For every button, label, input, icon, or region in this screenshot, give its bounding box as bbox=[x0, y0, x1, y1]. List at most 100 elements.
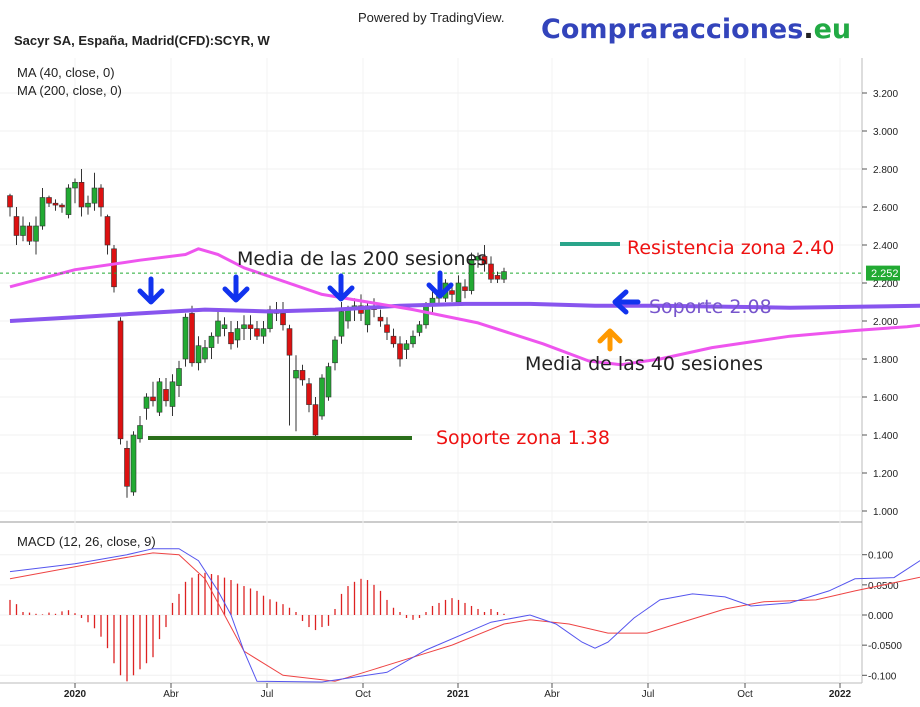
symbol-title: Sacyr SA, España, Madrid(CFD):SCYR, W bbox=[14, 33, 270, 48]
signal-line bbox=[9, 552, 920, 682]
last-price-label: 2.252 bbox=[871, 268, 899, 280]
powered-by[interactable]: Powered by TradingView. bbox=[358, 10, 504, 25]
macd-legend[interactable]: MACD (12, 26, close, 9) bbox=[17, 534, 156, 549]
macd-histogram bbox=[9, 572, 505, 682]
candle-up bbox=[221, 324, 228, 329]
macd-line bbox=[9, 548, 920, 683]
candle-up bbox=[345, 309, 351, 322]
candle-down bbox=[449, 290, 455, 295]
candle-down bbox=[52, 202, 59, 206]
candle-up bbox=[143, 396, 150, 409]
brand-dot: . bbox=[803, 14, 813, 45]
candle-up bbox=[410, 335, 416, 345]
ma200-line bbox=[9, 301, 920, 323]
candle-up bbox=[215, 320, 221, 337]
candle-down bbox=[7, 195, 13, 208]
candle-down bbox=[228, 332, 234, 345]
support-208-annotation: Soporte 2.08 bbox=[649, 296, 772, 318]
candle-down bbox=[312, 404, 319, 436]
price-tick-label: 2.800 bbox=[873, 165, 898, 176]
time-tick-label: Oct bbox=[355, 689, 371, 700]
candle-down bbox=[481, 256, 488, 265]
time-tick-label: 2021 bbox=[447, 689, 470, 700]
down-arrow-icon bbox=[222, 274, 250, 303]
time-axis: 2020 Abr Jul Oct 2021 Abr Jul Oct 2022 bbox=[64, 683, 852, 700]
candle-up bbox=[423, 305, 429, 326]
candle-up bbox=[65, 187, 72, 215]
price-tick-label: 1.000 bbox=[873, 507, 898, 518]
price-tick-label: 3.200 bbox=[873, 89, 898, 100]
time-tick-label: 2020 bbox=[64, 689, 87, 700]
brand-logo[interactable]: Compraracciones.eu bbox=[541, 14, 851, 45]
left-arrow-icon bbox=[612, 289, 641, 315]
candle-up bbox=[169, 381, 176, 407]
candle-down bbox=[117, 320, 124, 440]
price-tick-label: 1.800 bbox=[873, 355, 898, 366]
time-tick-label: Abr bbox=[544, 689, 560, 700]
macd-tick-label: -0.100 bbox=[868, 671, 897, 682]
candle-down bbox=[26, 225, 33, 242]
candle-up bbox=[33, 225, 39, 242]
candle-down bbox=[46, 197, 52, 204]
candle-down bbox=[254, 328, 260, 337]
time-tick-label: Abr bbox=[163, 689, 179, 700]
candle-down bbox=[78, 182, 85, 208]
time-tick-label: Jul bbox=[642, 689, 655, 700]
brand-tld: eu bbox=[814, 14, 852, 45]
last-price-tag bbox=[866, 265, 900, 281]
candle-up bbox=[176, 368, 182, 386]
candle-down bbox=[306, 383, 312, 405]
candle-down bbox=[390, 335, 397, 345]
macd-tick-label: 0.0500 bbox=[868, 581, 899, 592]
candle-down bbox=[462, 286, 468, 291]
candle-up bbox=[332, 339, 338, 364]
candle-down bbox=[189, 313, 195, 364]
candle-up bbox=[137, 425, 143, 440]
ma40-legend[interactable]: MA (40, close, 0) bbox=[17, 65, 115, 80]
candle-down bbox=[124, 447, 130, 487]
candle-up bbox=[39, 197, 46, 227]
candle-up bbox=[455, 282, 462, 303]
candle-up bbox=[325, 366, 332, 398]
candle-up bbox=[468, 259, 475, 291]
price-tick-label: 1.400 bbox=[873, 431, 898, 442]
candle-up bbox=[338, 311, 345, 337]
candle-up bbox=[195, 345, 202, 364]
candle-down bbox=[280, 313, 286, 326]
candle-up bbox=[72, 182, 78, 189]
candle-up bbox=[130, 434, 137, 493]
candle-up bbox=[182, 316, 189, 360]
down-arrow-icon bbox=[426, 270, 454, 299]
candle-down bbox=[247, 324, 254, 329]
candle-up bbox=[260, 328, 267, 337]
annotations: Media de las 200 sesiones Media de las 4… bbox=[137, 237, 834, 449]
candle-down bbox=[494, 275, 501, 280]
candle-down bbox=[488, 263, 494, 280]
candle-down bbox=[163, 389, 169, 402]
candle-down bbox=[111, 248, 117, 288]
brand-name: Compraracciones bbox=[541, 14, 803, 45]
candle-up bbox=[234, 328, 241, 341]
price-axis: 3.200 3.000 2.800 2.600 2.400 2.200 2.000 1.800… bbox=[862, 89, 898, 518]
candle-up bbox=[241, 324, 247, 329]
support-138-annotation: Soporte zona 1.38 bbox=[436, 427, 610, 449]
candles bbox=[7, 169, 507, 498]
candle-down bbox=[104, 216, 111, 246]
candle-down bbox=[384, 324, 390, 333]
candle-up bbox=[319, 377, 325, 417]
ma200-legend[interactable]: MA (200, close, 0) bbox=[17, 83, 122, 98]
resistance-annotation: Resistencia zona 2.40 bbox=[627, 237, 834, 259]
price-tick-label: 1.200 bbox=[873, 469, 898, 480]
price-tick-label: 2.000 bbox=[873, 317, 898, 328]
gridlines bbox=[0, 58, 862, 683]
candle-down bbox=[286, 328, 293, 356]
ma40-annotation: Media de las 40 sesiones bbox=[525, 353, 763, 375]
candle-down bbox=[13, 216, 20, 236]
macd-tick-label: 0.100 bbox=[868, 551, 893, 562]
candle-down bbox=[397, 343, 403, 360]
candle-up bbox=[156, 381, 163, 413]
candle-down bbox=[98, 187, 104, 208]
candle-up bbox=[293, 370, 299, 379]
price-tick-label: 2.200 bbox=[873, 279, 898, 290]
